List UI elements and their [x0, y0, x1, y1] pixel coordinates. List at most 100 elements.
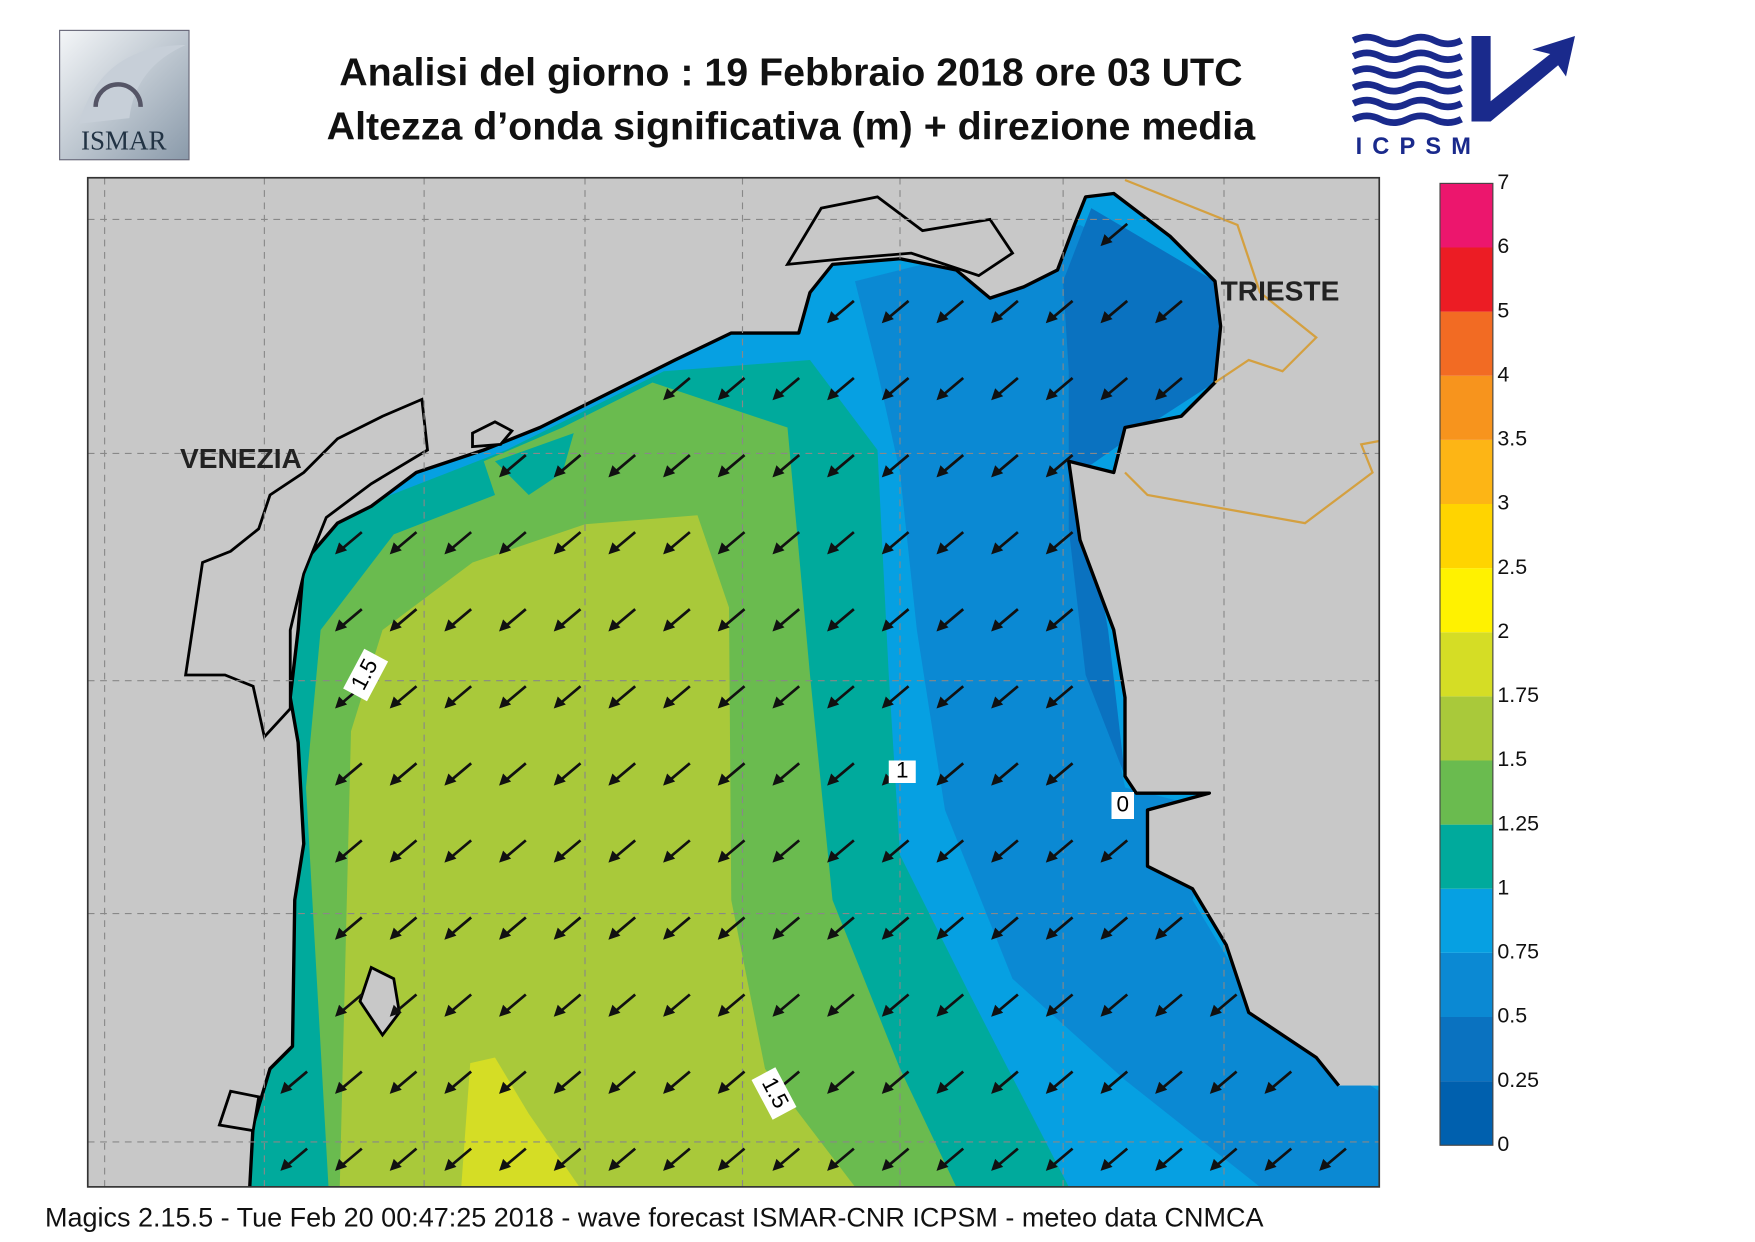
- arrow: [608, 454, 637, 478]
- arrow-shaft: [776, 685, 801, 706]
- lagoon-islands: [183, 195, 1015, 1133]
- legend-frame: [1439, 182, 1494, 1146]
- arrow-shaft: [886, 299, 910, 320]
- arrow-head: [717, 465, 730, 478]
- arrow-head: [608, 1004, 621, 1017]
- arrow: [499, 993, 527, 1017]
- arrow-head: [1100, 1081, 1113, 1094]
- arrow: [827, 299, 855, 324]
- arrow: [881, 1147, 910, 1171]
- arrow-head: [717, 1004, 730, 1017]
- arrow-head: [499, 1004, 512, 1017]
- arrow: [1155, 993, 1183, 1017]
- arrow: [1045, 608, 1074, 632]
- arrow-head: [608, 465, 621, 478]
- arrow-shaft: [1050, 454, 1074, 475]
- arrow-shaft: [667, 454, 691, 475]
- arrow-head: [717, 696, 730, 709]
- arrow: [663, 608, 691, 632]
- arrow-head: [1209, 1081, 1222, 1094]
- arrow: [1045, 299, 1074, 324]
- arrow-shaft: [448, 1147, 473, 1168]
- arrow-shaft: [394, 993, 418, 1014]
- arrow-shaft: [776, 762, 801, 783]
- arrow-head: [1045, 1158, 1058, 1171]
- arrow: [991, 916, 1019, 940]
- arrow: [827, 993, 855, 1017]
- arrow-shaft: [1159, 376, 1183, 398]
- arrow: [936, 1147, 965, 1171]
- arrow-shaft: [612, 839, 637, 860]
- legend-label: 5: [1497, 298, 1509, 322]
- arrow-shaft: [1105, 1147, 1129, 1168]
- arrow-head: [936, 465, 949, 478]
- arrow: [1045, 685, 1074, 709]
- arrow-head: [608, 542, 621, 555]
- arrow-head: [1319, 1158, 1332, 1171]
- arrow-shaft: [558, 916, 582, 937]
- arrow: [335, 839, 363, 863]
- arrow: [827, 1147, 855, 1171]
- arrow-head: [772, 465, 785, 478]
- arrow-shaft: [1050, 916, 1074, 937]
- arrow: [827, 762, 855, 786]
- legend-label: 2.5: [1497, 555, 1527, 579]
- arrow-head: [936, 1081, 949, 1094]
- arrow-head: [991, 927, 1004, 940]
- arrow: [991, 608, 1019, 632]
- arrow: [827, 608, 855, 632]
- arrow-shaft: [831, 608, 855, 629]
- arrow: [827, 531, 855, 555]
- band: [1063, 208, 1232, 777]
- arrow-shaft: [776, 993, 801, 1014]
- arrow-shaft: [940, 1147, 965, 1168]
- legend-label: 1.5: [1497, 747, 1527, 771]
- arrow-shaft: [1159, 1070, 1183, 1091]
- arrow-shaft: [722, 608, 746, 629]
- logo-left-text: ISMAR: [81, 126, 167, 156]
- arrow-shaft: [995, 454, 1019, 475]
- arrow-shaft: [448, 916, 473, 937]
- arrow-shaft: [1159, 299, 1183, 320]
- arrow-shaft: [394, 685, 418, 706]
- arrow-shaft: [940, 916, 965, 937]
- arrow-head: [827, 850, 840, 863]
- arrow-head: [389, 542, 402, 555]
- arrow-head: [1045, 465, 1058, 478]
- arrow-shaft: [831, 299, 855, 320]
- arrow: [335, 531, 363, 555]
- legend-swatch: [1440, 1081, 1493, 1146]
- arrow: [936, 916, 965, 940]
- legend-label: 4: [1497, 362, 1509, 386]
- arrow-head: [991, 850, 1004, 863]
- arrow-shaft: [995, 916, 1019, 937]
- arrow: [772, 993, 801, 1017]
- arrow-shaft: [940, 531, 965, 552]
- arrow-head: [772, 850, 785, 863]
- arrow-shaft: [1050, 1070, 1074, 1091]
- arrow-head: [444, 696, 457, 709]
- legend-swatch: [1440, 439, 1493, 504]
- arrow-head: [936, 1158, 949, 1171]
- arrow-head: [1264, 1158, 1277, 1171]
- arrow-head: [991, 1158, 1004, 1171]
- arrow-head: [991, 311, 1004, 324]
- arrow-head: [663, 1081, 676, 1094]
- arrow-shaft: [722, 993, 746, 1014]
- arrow-shaft: [558, 1070, 582, 1091]
- arrow: [499, 762, 527, 786]
- arrow-head: [335, 850, 348, 863]
- arrow: [608, 1147, 637, 1171]
- arrow-head: [1045, 1004, 1058, 1017]
- arrow: [444, 1147, 473, 1171]
- arrow: [499, 454, 527, 478]
- ismar-logo: ISMAR: [59, 29, 190, 161]
- graticule: [87, 177, 1380, 1187]
- arrow-shaft: [1105, 916, 1129, 937]
- arrow-head: [444, 619, 457, 632]
- arrow-shaft: [612, 1070, 637, 1091]
- arrow-head: [991, 542, 1004, 555]
- legend-swatch: [1440, 504, 1493, 569]
- arrow-head: [553, 927, 566, 940]
- arrow-head: [553, 465, 566, 478]
